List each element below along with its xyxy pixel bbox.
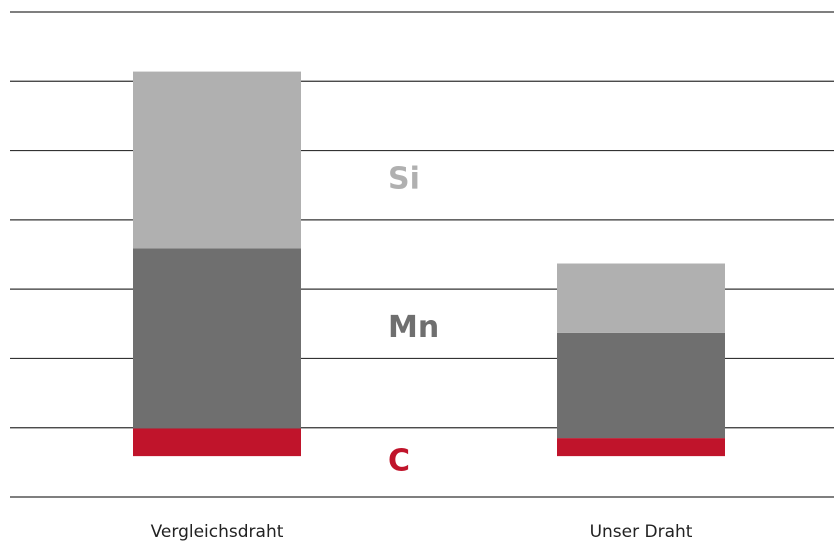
x-tick-label: Vergleichsdraht <box>151 522 284 542</box>
bar-segment <box>557 332 725 439</box>
bar-segment <box>133 428 301 457</box>
x-tick-label: Unser Draht <box>590 522 693 542</box>
bar-segment <box>133 248 301 429</box>
bar-segment <box>557 438 725 457</box>
series-label: Mn <box>388 310 439 345</box>
bar-segment <box>133 71 301 249</box>
series-label: Si <box>388 161 420 196</box>
bar-segment <box>557 263 725 333</box>
series-label: C <box>388 444 410 479</box>
